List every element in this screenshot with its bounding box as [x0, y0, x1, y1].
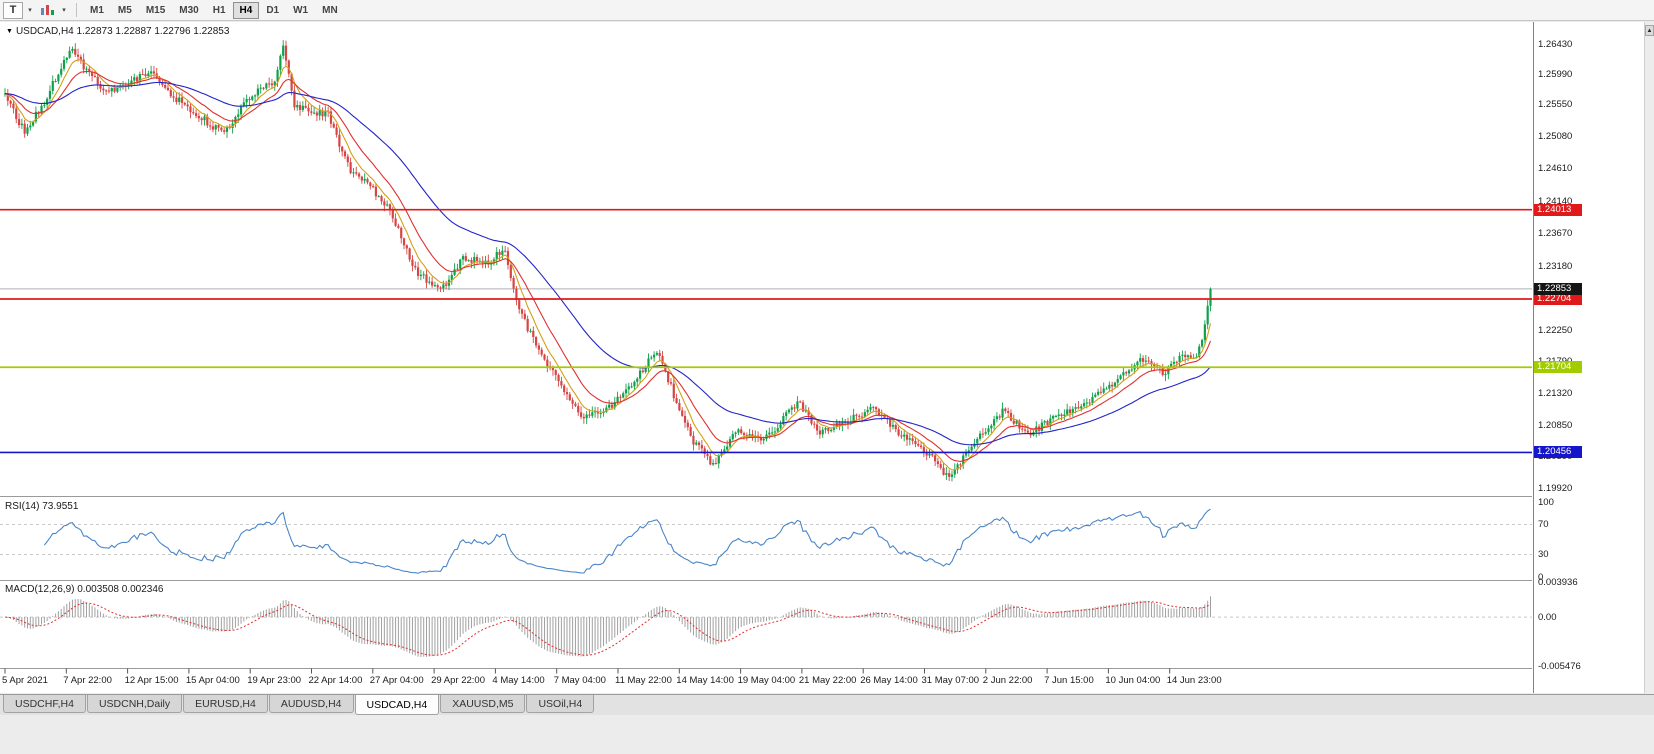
quote-collapse-arrow[interactable]: ▼ [6, 28, 13, 35]
timeframe-button-h1[interactable]: H1 [212, 4, 226, 16]
time-axis-label: 4 May 14:00 [492, 675, 544, 686]
price-tick-label: 1.20850 [1538, 420, 1573, 432]
time-axis-label: 29 Apr 22:00 [431, 675, 485, 686]
macd-axis-label: 0.003936 [1538, 576, 1578, 588]
hline-price-label: 1.24013 [1534, 203, 1582, 216]
price-tick-label: 1.26430 [1538, 39, 1573, 51]
moving-averages [4, 59, 1212, 471]
time-axis-label: 5 Apr 2021 [2, 675, 48, 686]
chart-canvas[interactable]: 5 Apr 2021 7 Apr 22:00 12 Apr 15:00 15 Apr … [0, 22, 1532, 693]
chart-icon [40, 4, 54, 15]
rsi-header: RSI(14) 73.9551 [5, 501, 79, 512]
time-axis-label: 10 Jun 04:00 [1105, 675, 1160, 686]
fast-ma [4, 59, 1212, 471]
macd-signal-line [4, 601, 1211, 656]
time-axis-label: 12 Apr 15:00 [125, 675, 179, 686]
template-button[interactable]: T [3, 1, 23, 19]
candles [3, 40, 1212, 482]
bottom-tab-xauusd-m5[interactable]: XAUUSD,M5 [440, 695, 526, 713]
timeframe-button-w1[interactable]: W1 [293, 4, 309, 16]
timeframe-button-m30[interactable]: M30 [179, 4, 199, 16]
bottom-tab-usdcad-h4[interactable]: USDCAD,H4 [354, 695, 440, 715]
price-tick-label: 1.25990 [1538, 69, 1573, 81]
time-axis-label: 19 May 04:00 [738, 675, 796, 686]
hline-price-label: 1.21704 [1534, 361, 1582, 374]
bottom-tab-audusd-h4[interactable]: AUDUSD,H4 [268, 695, 354, 713]
price-tick-label: 1.19920 [1538, 483, 1573, 495]
price-tick-label: 1.24140 [1538, 195, 1573, 207]
rsi-axis-label: 100 [1538, 496, 1554, 508]
timeframe-button-m15[interactable]: M15 [145, 4, 166, 16]
price-tick-label: 1.25080 [1538, 131, 1573, 143]
timeframe-button-mn[interactable]: MN [322, 4, 338, 16]
mid-ma [4, 70, 1212, 462]
macd-axis-label: 0.00 [1538, 611, 1557, 623]
rsi-pane [43, 508, 1211, 574]
time-axis-label: 7 Jun 15:00 [1044, 675, 1094, 686]
timeframe-toolbar: M1 M5 M15 M30 H1 H4 D1 W1 MN [83, 1, 345, 19]
timeframe-button-m5[interactable]: M5 [117, 4, 132, 16]
time-axis-label: 31 May 07:00 [922, 675, 980, 686]
time-axis-label: 7 May 04:00 [554, 675, 606, 686]
chart-window: 5 Apr 2021 7 Apr 22:00 12 Apr 15:00 15 Apr … [0, 22, 1654, 693]
current-price-label: 1.22853 [1534, 282, 1582, 295]
price-tick-label: 1.24610 [1538, 163, 1573, 175]
quote-header: ▼ USDCAD,H4 1.22873 1.22887 1.22796 1.228… [6, 26, 229, 37]
time-axis-label: 21 May 22:00 [799, 675, 857, 686]
toolbar-separator [76, 3, 77, 17]
price-tick-label: 1.22250 [1538, 324, 1573, 336]
hline-price-label: 1.20456 [1534, 446, 1582, 459]
macd-histogram [7, 596, 1211, 657]
chart-tab-bar: USDCHF,H4 USDCNH,Daily EURUSD,H4 AUDUSD,H4 U… [0, 694, 1654, 715]
macd-header: MACD(12,26,9) 0.003508 0.002346 [5, 584, 164, 595]
macd-axis-label: -0.005476 [1538, 660, 1581, 672]
top-toolbar: T ▾ ▾ M1 M5 M15 M30 H1 H4 D1 W1 MN [0, 0, 1654, 21]
quote-header-text: USDCAD,H4 1.22873 1.22887 1.22796 1.2285… [15, 26, 230, 37]
time-axis-label: 11 May 22:00 [615, 675, 672, 686]
hline-price-label: 1.22704 [1534, 293, 1582, 306]
timeframe-button-m1[interactable]: M1 [90, 4, 104, 16]
rsi-line [43, 508, 1211, 574]
timeframe-button-d1[interactable]: D1 [266, 4, 280, 16]
rsi-axis-label: 30 [1538, 549, 1549, 560]
time-axis-label: 26 May 14:00 [860, 675, 918, 686]
price-tick-label: 1.23180 [1538, 261, 1573, 273]
chart-style-button[interactable] [37, 2, 57, 19]
right-scroll-strip: ▲ [1644, 22, 1654, 693]
time-axis-label: 14 Jun 23:00 [1167, 675, 1222, 686]
price-tick-label: 1.25550 [1538, 99, 1573, 111]
bottom-tab-eurusd-h4[interactable]: EURUSD,H4 [183, 695, 268, 713]
time-axis-label: 19 Apr 23:00 [247, 675, 301, 686]
time-axis-label: 7 Apr 22:00 [63, 675, 112, 686]
template-button-label: T [9, 4, 17, 16]
rsi-axis-label: 70 [1538, 519, 1549, 530]
chart-style-dropdown-arrow[interactable]: ▾ [62, 7, 66, 14]
bottom-tab-usdcnh-daily[interactable]: USDCNH,Daily [86, 695, 183, 713]
time-axis-label: 15 Apr 04:00 [186, 675, 240, 686]
time-axis-label: 2 Jun 22:00 [983, 675, 1033, 686]
price-tick-label: 1.21320 [1538, 387, 1573, 399]
price-axis[interactable]: 1.26430 1.25990 1.25550 1.25080 1.24610 1.241… [1533, 22, 1644, 693]
timeframe-button-h4[interactable]: H4 [232, 1, 260, 19]
bottom-tab-usdchf-h4[interactable]: USDCHF,H4 [3, 695, 86, 713]
time-axis-label: 14 May 14:00 [676, 675, 734, 686]
scroll-up-button[interactable]: ▲ [1645, 25, 1654, 36]
rsi-axis-label: 0 [1538, 571, 1544, 583]
time-axis-label: 27 Apr 04:00 [370, 675, 424, 686]
template-dropdown-arrow[interactable]: ▾ [28, 7, 32, 14]
time-axis-label: 22 Apr 14:00 [309, 675, 363, 686]
slow-ma [4, 81, 1211, 446]
bottom-tab-usoil-h4[interactable]: USOil,H4 [526, 695, 595, 713]
price-tick-label: 1.23670 [1538, 227, 1573, 239]
window-background [0, 715, 1654, 754]
